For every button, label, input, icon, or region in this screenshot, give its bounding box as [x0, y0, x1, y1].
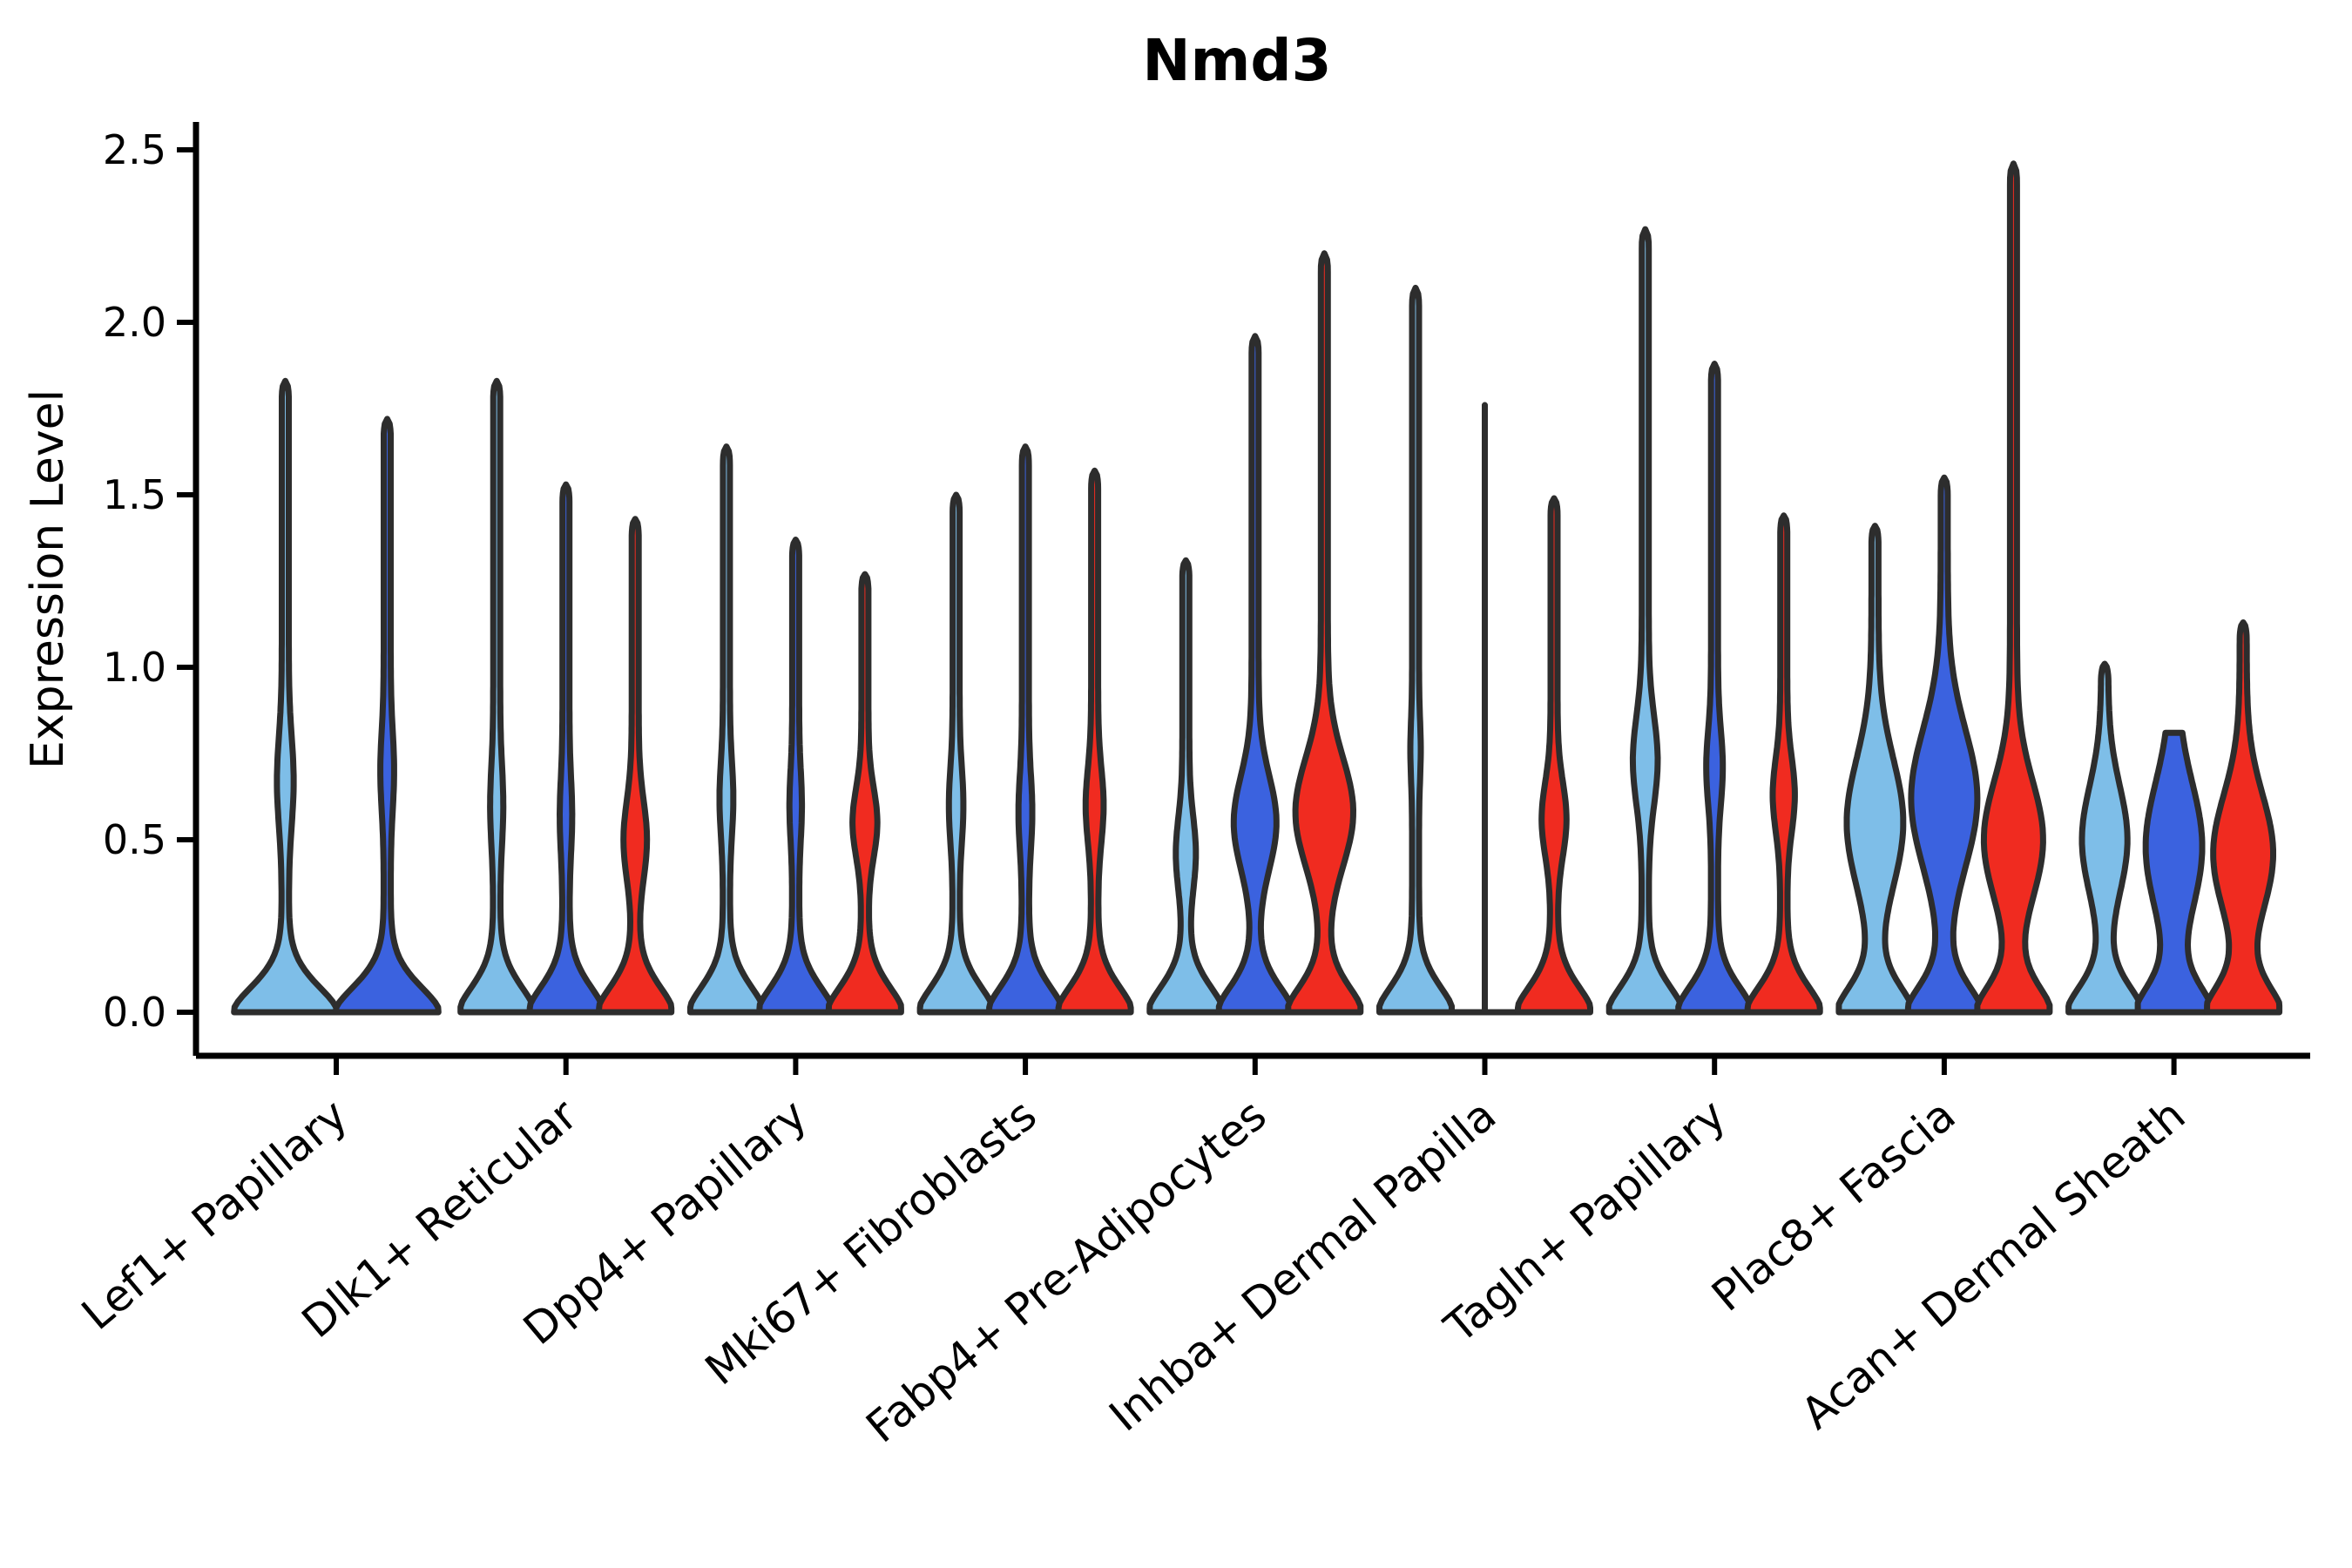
violin-acan-dermal-sheath-light-blue [2065, 660, 2145, 1016]
violin-plac8-fascia-light-blue [1835, 523, 1915, 1016]
x-tick-label: Acan+ Dermal Sheath [1792, 1090, 2195, 1439]
y-tick-label: 0.5 [103, 816, 166, 863]
violin-inhba-dermal-papilla-royal-blue [1447, 402, 1523, 1016]
violin-dlk1-reticular-royal-blue [526, 481, 605, 1016]
violin-fabp4-pre-adipocytes-light-blue [1146, 557, 1226, 1016]
violin-acan-dermal-sheath-royal-blue [2134, 729, 2213, 1016]
y-tick-label: 1.5 [103, 471, 166, 518]
violin-tagln-papillary-light-blue [1605, 226, 1685, 1016]
violin-dpp4-papillary-red [825, 571, 904, 1016]
violin-inhba-dermal-papilla-light-blue [1376, 284, 1455, 1016]
violin-inhba-dermal-papilla-red [1515, 495, 1593, 1016]
violin-lef1-papillary-light-blue [231, 377, 340, 1016]
violin-mki67-fibroblasts-royal-blue [986, 443, 1065, 1016]
violin-mki67-fibroblasts-red [1055, 467, 1134, 1016]
violin-lef1-papillary-royal-blue [333, 416, 442, 1016]
y-tick-label: 0.0 [103, 989, 166, 1036]
violin-tagln-papillary-royal-blue [1675, 361, 1754, 1016]
violin-tagln-papillary-red [1744, 512, 1823, 1016]
violin-dpp4-papillary-royal-blue [756, 537, 835, 1016]
violin-mki67-fibroblasts-light-blue [916, 491, 996, 1016]
y-tick-label: 1.0 [103, 644, 166, 691]
violin-fabp4-pre-adipocytes-royal-blue [1215, 333, 1294, 1016]
violin-acan-dermal-sheath-red [2204, 619, 2283, 1016]
x-tick-label: Plac8+ Fascia [1702, 1090, 1964, 1321]
violin-dpp4-papillary-light-blue [686, 443, 766, 1016]
violin-dlk1-reticular-red [596, 516, 675, 1016]
violin-plac8-fascia-red [1974, 160, 2053, 1016]
x-tick-label: Inhba+ Dermal Papilla [1100, 1090, 1505, 1442]
violin-dlk1-reticular-light-blue [457, 377, 537, 1016]
violin-fabp4-pre-adipocytes-red [1285, 250, 1364, 1016]
violin-plac8-fascia-royal-blue [1904, 474, 1984, 1016]
y-tick-label: 2.0 [103, 299, 166, 346]
y-axis-label: Expression Level [22, 389, 74, 769]
x-tick-label: Fabp4+ Pre-Adipocytes [857, 1090, 1276, 1453]
chart-title: Nmd3 [1142, 27, 1331, 94]
y-tick-label: 2.5 [103, 126, 166, 173]
